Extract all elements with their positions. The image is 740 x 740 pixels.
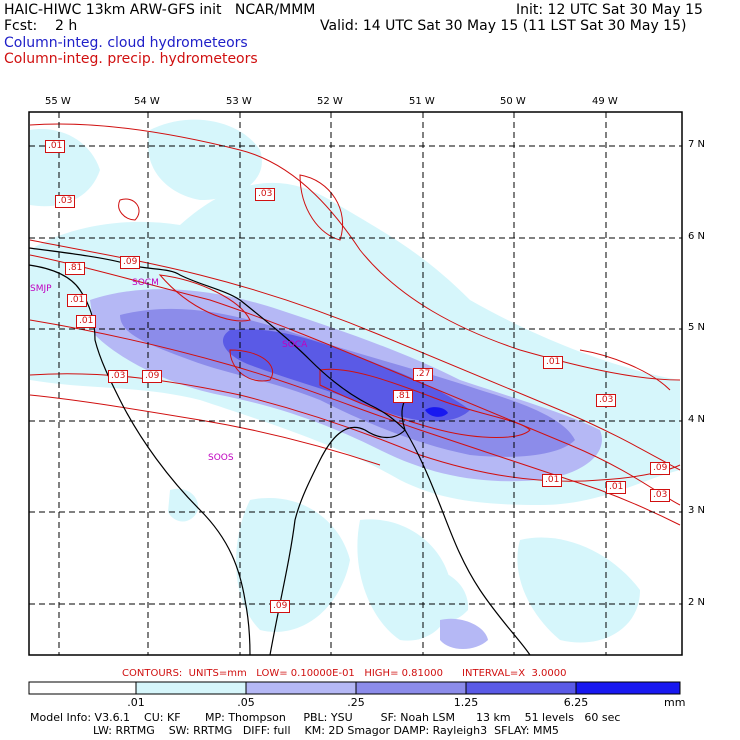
- latitude-label: 5 N: [688, 322, 706, 333]
- model-info-line2: LW: RRTMG SW: RRTMG DIFF: full KM: 2D Sm…: [30, 724, 559, 737]
- latitude-label: 4 N: [688, 414, 706, 425]
- longitude-label: 51 W: [409, 96, 435, 107]
- colorbar-label: .25: [347, 696, 365, 709]
- station-label: SOOS: [208, 453, 234, 463]
- contours-info: CONTOURS: UNITS=mm LOW= 0.10000E-01 HIGH…: [122, 668, 567, 679]
- contour-value-label: .01: [67, 294, 88, 307]
- longitude-label: 50 W: [500, 96, 526, 107]
- lat-lon-grid: [29, 112, 682, 655]
- station-label: SMJP: [30, 284, 52, 294]
- legend-cloud: Column-integ. cloud hydrometeors: [4, 35, 248, 51]
- contour-value-label: .09: [650, 462, 671, 475]
- contour-value-label: .03: [255, 188, 276, 201]
- contour-value-label: .03: [55, 195, 76, 208]
- run-title: HAIC-HIWC 13km ARW-GFS init NCAR/MMM: [4, 2, 316, 18]
- init-time: Init: 12 UTC Sat 30 May 15: [516, 2, 703, 18]
- latitude-label: 3 N: [688, 505, 706, 516]
- colorbar-label: 1.25: [453, 696, 479, 709]
- station-label: SOCA: [282, 340, 308, 350]
- colorbar-label: .05: [237, 696, 255, 709]
- latitude-label: 6 N: [688, 231, 706, 242]
- contour-value-label: .27: [413, 368, 434, 381]
- contour-value-label: .09: [142, 370, 163, 383]
- legend-precip: Column-integ. precip. hydrometeors: [4, 51, 258, 67]
- contour-value-label: .01: [45, 140, 66, 153]
- contour-value-label: .01: [606, 481, 627, 494]
- contour-value-label: .03: [596, 394, 617, 407]
- model-info-line1: Model Info: V3.6.1 CU: KF MP: Thompson P…: [30, 711, 621, 724]
- colorbar-label: 6.25: [563, 696, 589, 709]
- colorbar: [28, 681, 681, 695]
- contour-value-label: .81: [393, 390, 414, 403]
- colorbar-unit: mm: [664, 696, 686, 709]
- contour-value-label: .09: [120, 256, 141, 269]
- longitude-label: 55 W: [45, 96, 71, 107]
- contour-value-label: .03: [108, 370, 129, 383]
- forecast-hour: Fcst: 2 h: [4, 18, 78, 34]
- longitude-label: 52 W: [317, 96, 343, 107]
- colorbar-label: .01: [127, 696, 145, 709]
- latitude-label: 2 N: [688, 597, 706, 608]
- map-frame: [28, 111, 683, 656]
- coastline: [28, 247, 531, 656]
- longitude-label: 49 W: [592, 96, 618, 107]
- latitude-label: 7 N: [688, 139, 706, 150]
- longitude-label: 54 W: [134, 96, 160, 107]
- valid-time: Valid: 14 UTC Sat 30 May 15 (11 LST Sat …: [320, 18, 687, 34]
- contour-value-label: .01: [76, 315, 97, 328]
- contour-value-label: .01: [542, 474, 563, 487]
- contour-value-label: .03: [650, 489, 671, 502]
- contour-value-label: .81: [65, 262, 86, 275]
- contour-value-label: .09: [270, 600, 291, 613]
- station-label: SOCM: [132, 278, 159, 288]
- contour-value-label: .01: [543, 356, 564, 369]
- longitude-label: 53 W: [226, 96, 252, 107]
